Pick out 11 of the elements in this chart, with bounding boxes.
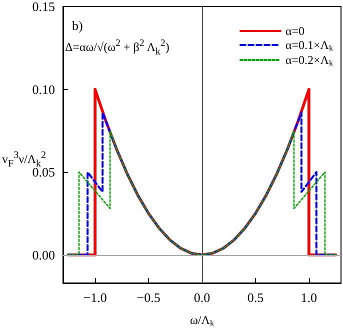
x-tick-label: −0.5 [136, 290, 160, 305]
y-tick-label: 0.00 [32, 247, 55, 262]
y-tick-label: 0.10 [32, 82, 55, 97]
x-tick-label: 1.0 [300, 290, 318, 305]
legend-label: α=0 [285, 24, 305, 38]
x-tick-label: 0.5 [247, 290, 264, 305]
y-tick-label: 0.15 [32, 0, 55, 14]
x-tick-label: 0.0 [194, 290, 210, 305]
annotation: b) [72, 18, 83, 34]
x-tick-label: −1.0 [83, 290, 107, 305]
annotation: Δ=αω/√(ω$^{2}$ + β$^{2}$ Λ$_{k}$$^{2}$) [65, 38, 170, 58]
